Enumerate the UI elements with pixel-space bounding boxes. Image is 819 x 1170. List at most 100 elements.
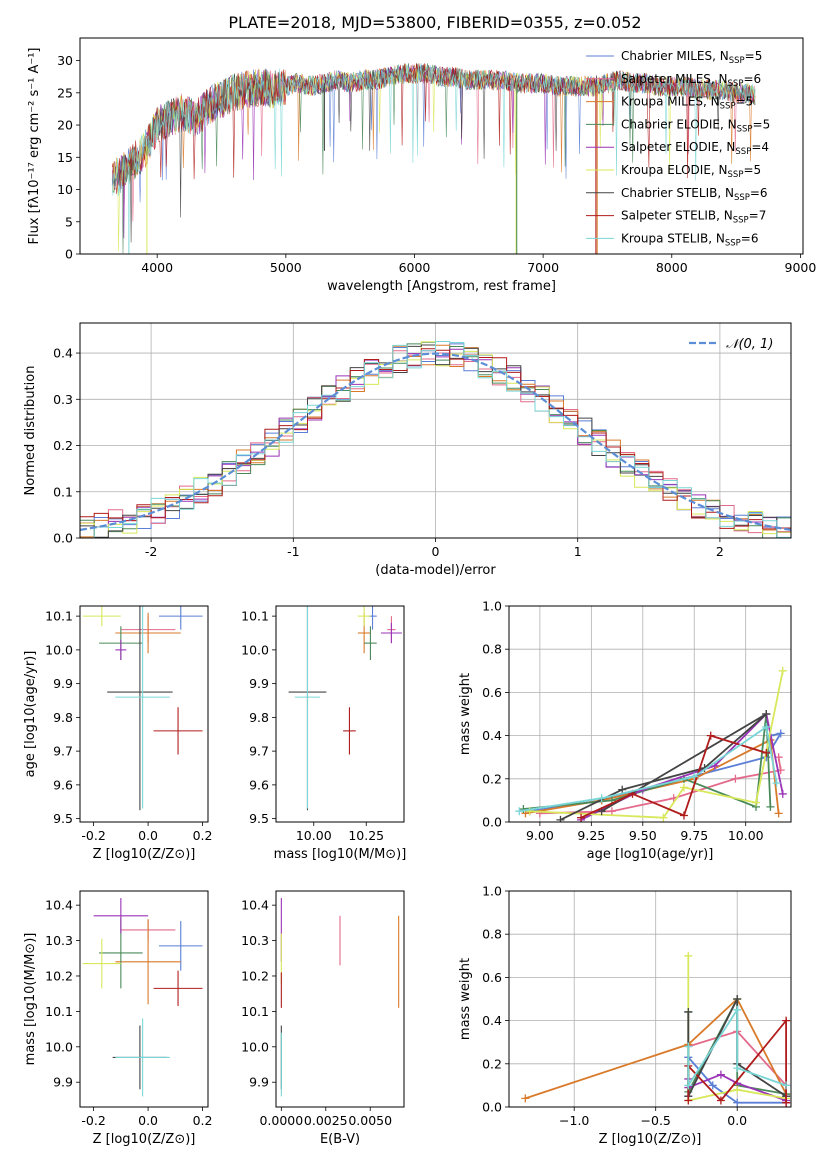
y-tick-label: 0.4	[53, 346, 73, 361]
legend-suffix: =6	[743, 72, 761, 86]
errorbar-point	[357, 606, 371, 627]
legend-label: Kroupa ELODIE, NSSP=5	[621, 163, 761, 180]
x-axis-label: mass [log10(M/M⊙)]	[274, 847, 407, 862]
weight-marker	[519, 805, 528, 814]
weight-marker	[716, 1070, 725, 1079]
x-tick-label: 4000	[141, 260, 173, 275]
plot-mass_vs_z: -0.2 0.0 0.2 9.9 10.0 10.1 10.2 10.3 10.4 Z [log1…	[23, 890, 213, 1147]
plot-weight_vs_z: −1.0 −0.5 0.0 0.0 0.2 0.4 0.6 0.8 1.0 Z [log10(Z/…	[458, 884, 792, 1147]
y-tick-label: 1.0	[482, 884, 502, 899]
y-tick-label: 10.2	[45, 968, 73, 983]
legend-subscript: SSP	[728, 79, 744, 89]
errorbar-point	[364, 626, 377, 660]
y-tick-label: 0	[65, 247, 73, 262]
y-tick-label: 10.3	[45, 933, 73, 948]
weight-marker	[782, 1098, 791, 1107]
y-tick-label: 9.5	[53, 811, 73, 826]
plot-area	[111, 62, 756, 254]
weight-marker	[782, 1081, 791, 1090]
axes-frame	[79, 890, 209, 1108]
legend-subscript: SSP	[725, 238, 741, 248]
x-tick-label: 2	[716, 544, 724, 559]
y-axis-label: mass weight	[458, 673, 473, 755]
errorbar-point	[158, 921, 203, 971]
x-tick-label: 0	[432, 544, 440, 559]
errorbar-point	[380, 622, 402, 644]
plot-mass_vs_ebv: 0.0000 0.0025 0.0050 9.9 10.0 10.1 10.2 10.3 10.…	[241, 890, 405, 1147]
y-tick-label: 10.0	[241, 642, 269, 657]
legend-suffix: =5	[743, 163, 761, 177]
errorbar-point	[115, 612, 181, 654]
x-tick-label: -0.2	[81, 828, 105, 843]
weight-marker	[659, 813, 668, 822]
weight-marker	[708, 1081, 717, 1090]
legend-label: Chabrier STELIB, NSSP=6	[621, 186, 768, 203]
y-tick-label: 9.7	[53, 744, 73, 759]
weight-marker	[733, 1005, 742, 1014]
x-tick-label: 0.0	[727, 1113, 747, 1128]
axes-frame	[508, 890, 792, 1108]
x-tick-label: 9.00	[526, 828, 554, 843]
y-tick-label: 10.0	[241, 1039, 269, 1054]
x-tick-label: 0.0	[138, 828, 158, 843]
x-tick-label: 9.25	[577, 828, 605, 843]
legend-subscript: SSP	[720, 102, 736, 112]
errorbar-point	[343, 707, 356, 755]
y-axis-label: age [log10(age/yr)]	[23, 651, 38, 778]
errorbar-point	[153, 707, 203, 755]
y-tick-label: 0.0	[53, 531, 73, 546]
y-tick-label: 0.0	[482, 815, 502, 830]
weight-marker	[607, 807, 616, 816]
legend-label: Salpeter ELODIE, NSSP=4	[621, 140, 769, 157]
weight-marker	[690, 772, 699, 781]
y-tick-label: 0.8	[482, 642, 502, 657]
plot-area	[82, 898, 203, 1097]
errorbar-point	[82, 606, 121, 627]
legend-label: Chabrier MILES, NSSP=5	[621, 49, 762, 66]
y-tick-label: 0.2	[482, 1056, 502, 1071]
errorbar-point	[294, 606, 321, 809]
legend-suffix: =5	[736, 95, 754, 109]
x-tick-label: −1.0	[559, 1113, 589, 1128]
plot-area	[509, 606, 791, 822]
weight-marker	[733, 1064, 742, 1073]
legend-suffix: =6	[750, 186, 768, 200]
weight-marker	[766, 802, 775, 811]
y-axis-label: mass [log10(M/M⊙)]	[23, 933, 38, 1066]
legend-subscript: SSP	[734, 193, 750, 203]
weight-marker	[577, 813, 586, 822]
x-tick-label: 0.2	[193, 1113, 213, 1128]
weight-marker	[762, 748, 771, 757]
errorbar-point	[158, 606, 203, 630]
plot-residuals: -2 -1 0 1 2 0.0 0.1 0.2 0.3 0.4 (data-model)/error…	[23, 322, 792, 578]
x-axis-label: E(B-V)	[320, 1132, 360, 1147]
y-axis-label: mass weight	[458, 958, 473, 1040]
legend: Chabrier MILES, NSSP=5 Salpeter MILES, NS…	[586, 49, 770, 248]
weight-marker	[733, 995, 742, 1003]
axes-frame	[275, 890, 405, 1108]
legend-label: 𝒩(0, 1)	[726, 337, 773, 352]
y-tick-label: 20	[57, 118, 73, 133]
x-tick-label: 0.0025	[304, 1113, 348, 1128]
x-tick-label: 5000	[270, 260, 302, 275]
weight-marker	[774, 809, 783, 818]
gaussian-curve	[80, 352, 791, 531]
y-tick-label: 9.7	[249, 744, 269, 759]
x-axis-label: Z [log10(Z/Z⊙)]	[599, 1132, 702, 1147]
y-tick-label: 25	[57, 85, 73, 100]
weight-marker	[618, 785, 627, 794]
weight-marker	[684, 1042, 693, 1051]
figure-title: PLATE=2018, MJD=53800, FIBERID=0355, z=0…	[228, 13, 641, 32]
axes-frame	[508, 605, 792, 823]
x-tick-label: 10.00	[296, 828, 332, 843]
legend-subscript: SSP	[735, 147, 751, 157]
y-tick-label: 15	[57, 150, 73, 165]
plot-spectrum: 4000 5000 6000 7000 8000 9000 0 5 10 15 20 25 30 wave…	[27, 37, 816, 294]
x-tick-label: -2	[145, 544, 157, 559]
y-tick-label: 9.9	[53, 676, 73, 691]
plot-age_vs_mass: 10.00 10.25 9.5 9.6 9.7 9.8 9.9 10.0 10.1 mass [l…	[241, 605, 407, 862]
y-tick-label: 9.9	[53, 1075, 73, 1090]
legend-suffix: =5	[745, 49, 763, 63]
spectrum-series-line	[111, 63, 756, 197]
x-axis-label: (data-model)/error	[375, 563, 496, 578]
